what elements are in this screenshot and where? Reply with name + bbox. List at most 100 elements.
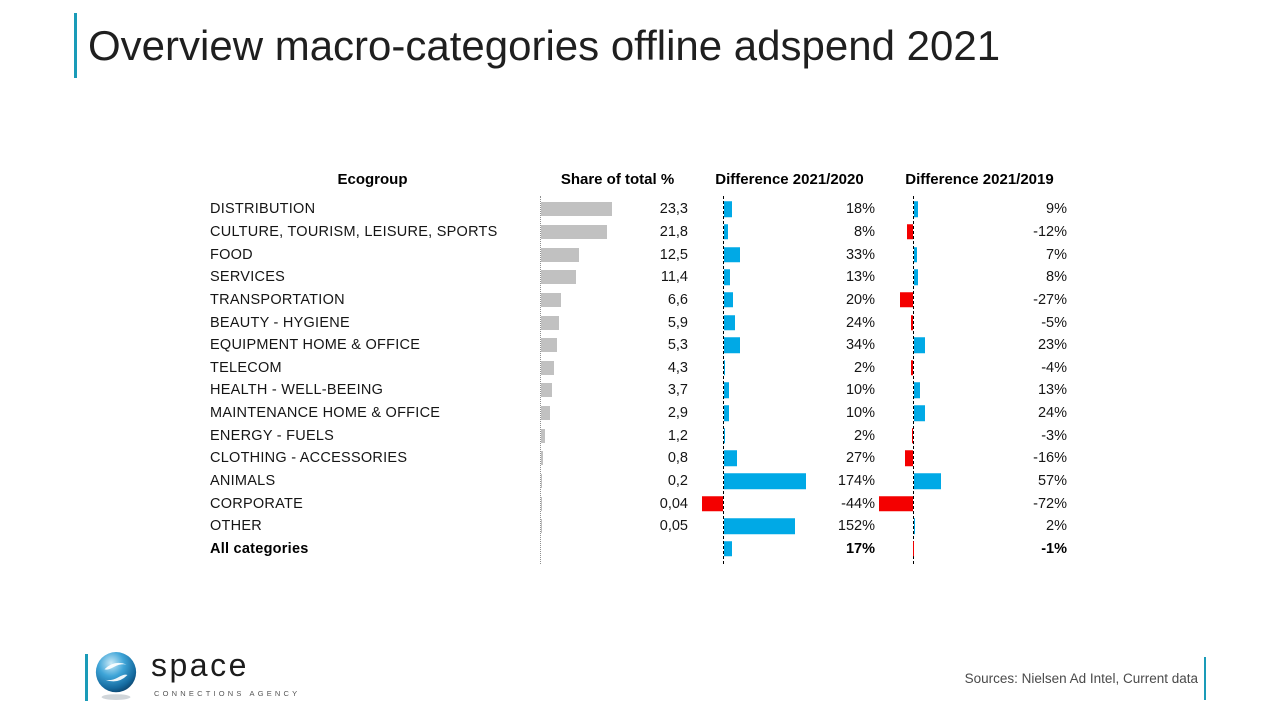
diff-2020-value: 27% (845, 450, 875, 467)
footer-accent-bar (85, 654, 88, 701)
diff-2019-value: 9% (1046, 201, 1067, 218)
diff-2019-bar (905, 450, 913, 467)
diff-2019-value: 7% (1046, 246, 1067, 263)
diff-2020-value: 13% (845, 269, 875, 286)
share-bar (541, 315, 559, 330)
diff-2020-value: 33% (845, 246, 875, 263)
category-label: DISTRIBUTION (210, 201, 316, 218)
diff-2020-value: 174% (837, 473, 875, 489)
table-rows: DISTRIBUTION 23,3 18% 9% CULTURE, TOURIS… (0, 198, 1280, 560)
category-label: All categories (210, 540, 309, 557)
diff-2019-zero-axis (913, 196, 914, 564)
table-row: MAINTENANCE HOME & OFFICE 2,9 10% 24% (0, 402, 1280, 425)
diff-2020-value: 10% (845, 382, 875, 399)
category-label: EQUIPMENT HOME & OFFICE (210, 337, 421, 354)
share-bar (541, 406, 550, 421)
diff-2019-value: 23% (1037, 337, 1067, 354)
diff-2020-value: 8% (854, 223, 875, 240)
table-row: BEAUTY - HYGIENE 5,9 24% -5% (0, 311, 1280, 334)
brand-wordmark: space (151, 647, 249, 683)
diff-2019-bar (910, 314, 913, 331)
diff-2019-bar (914, 405, 926, 421)
diff-2020-value: 17% (845, 540, 875, 557)
diff-2019-value: 13% (1037, 382, 1067, 399)
diff-2020-value: 10% (845, 405, 875, 422)
share-value: 6,6 (667, 291, 688, 308)
share-bar (541, 428, 545, 443)
diff-2019-value: 57% (1037, 473, 1067, 489)
share-value: 4,3 (667, 359, 688, 376)
diff-2020-bar (724, 382, 729, 399)
category-label: MAINTENANCE HOME & OFFICE (210, 405, 441, 422)
diff-2019-value: -12% (1033, 223, 1067, 240)
category-label: CULTURE, TOURISM, LEISURE, SPORTS (210, 223, 498, 240)
table-row: EQUIPMENT HOME & OFFICE 5,3 34% 23% (0, 334, 1280, 357)
sources-note: Sources: Nielsen Ad Intel, Current data (964, 671, 1198, 686)
diff-2020-bar (724, 450, 737, 467)
diff-2019-bar (911, 360, 913, 376)
share-value: 21,8 (659, 223, 688, 240)
share-value: 1,2 (667, 427, 688, 444)
column-header-ecogroup: Ecogroup (337, 171, 408, 188)
column-header-diff-2020: Difference 2021/2020 (715, 171, 864, 188)
diff-2019-value: 8% (1046, 269, 1067, 286)
diff-2020-bar (702, 495, 723, 512)
table-row: CLOTHING - ACCESSORIES 0,8 27% -16% (0, 447, 1280, 470)
diff-2019-bar (914, 337, 925, 353)
category-label: OTHER (210, 518, 262, 535)
diff-2019-bar (914, 473, 941, 489)
diff-2019-bar (914, 518, 915, 535)
diff-2019-value: 24% (1037, 405, 1067, 422)
share-value: 0,05 (659, 518, 688, 535)
diff-2020-zero-axis (723, 196, 724, 564)
category-label: HEALTH - WELL-BEEING (210, 382, 384, 399)
table-row: TRANSPORTATION 6,6 20% -27% (0, 289, 1280, 312)
table-row: DISTRIBUTION 23,3 18% 9% (0, 198, 1280, 221)
category-label: CLOTHING - ACCESSORIES (210, 450, 408, 467)
diff-2019-value: -16% (1033, 450, 1067, 467)
share-bar (541, 451, 544, 466)
table-row: OTHER 0,05 152% 2% (0, 515, 1280, 538)
diff-2020-value: 152% (837, 518, 875, 535)
diff-2019-value: -4% (1041, 359, 1067, 376)
share-zero-axis (540, 196, 541, 564)
category-label: ANIMALS (210, 473, 276, 489)
table-row: ENERGY - FUELS 1,2 2% -3% (0, 424, 1280, 447)
diff-2020-value: -44% (841, 495, 875, 512)
diff-2020-bar (724, 518, 796, 535)
category-label: TELECOM (210, 359, 282, 376)
diff-2019-value: -72% (1033, 495, 1067, 512)
column-header-share: Share of total % (560, 171, 675, 188)
table-row: ANIMALS 0,2 174% 57% (0, 470, 1280, 493)
diff-2020-bar (724, 473, 806, 489)
diff-2020-bar (724, 292, 734, 308)
share-value: 0,04 (659, 495, 688, 512)
diff-2019-value: -5% (1041, 314, 1067, 331)
diff-2019-value: -3% (1041, 427, 1067, 444)
diff-2020-bar (724, 224, 728, 240)
sources-accent-bar (1204, 657, 1206, 700)
diff-2020-value: 2% (854, 427, 875, 444)
share-bar (541, 360, 555, 375)
table-row: HEALTH - WELL-BEEING 3,7 10% 13% (0, 379, 1280, 402)
category-label: FOOD (210, 246, 253, 263)
share-bar (541, 270, 576, 285)
table-row: All categories 17% -1% (0, 538, 1280, 561)
diff-2019-value: -1% (1041, 540, 1067, 557)
title-accent-bar (74, 13, 77, 78)
diff-2019-bar (911, 427, 913, 444)
diff-2019-bar (914, 201, 919, 218)
share-bar (541, 338, 558, 353)
diff-2020-bar (724, 405, 729, 421)
share-bar (541, 202, 613, 217)
diff-2020-bar (724, 246, 740, 263)
share-value: 5,3 (667, 337, 688, 354)
diff-2020-bar (724, 360, 725, 376)
share-value: 11,4 (660, 269, 688, 286)
share-bar (541, 474, 542, 488)
category-label: SERVICES (210, 269, 286, 286)
table-row: CULTURE, TOURISM, LEISURE, SPORTS 21,8 8… (0, 221, 1280, 244)
diff-2020-bar (724, 201, 733, 218)
diff-2019-bar (900, 292, 913, 308)
